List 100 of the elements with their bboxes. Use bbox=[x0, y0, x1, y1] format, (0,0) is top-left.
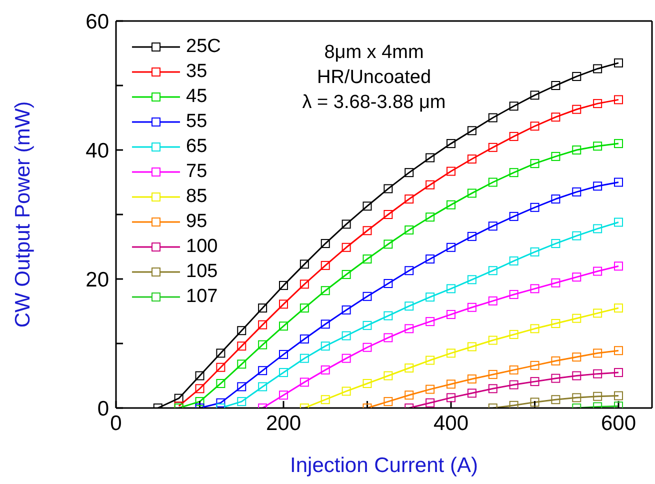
point bbox=[509, 212, 518, 221]
point bbox=[362, 342, 372, 352]
point bbox=[551, 374, 560, 383]
x-tick-label: 200 bbox=[266, 412, 302, 435]
point bbox=[362, 254, 372, 264]
point bbox=[362, 320, 372, 330]
point bbox=[342, 331, 351, 340]
point bbox=[467, 342, 476, 352]
point bbox=[279, 350, 288, 359]
y-tick-label: 60 bbox=[86, 10, 109, 34]
point bbox=[509, 168, 518, 178]
point bbox=[279, 322, 288, 331]
point bbox=[195, 371, 204, 380]
point bbox=[320, 395, 330, 404]
point bbox=[551, 395, 560, 404]
point bbox=[593, 224, 602, 234]
legend-label: 75 bbox=[186, 160, 208, 182]
point bbox=[488, 142, 498, 152]
legend-label: 95 bbox=[186, 210, 208, 232]
point bbox=[404, 390, 414, 400]
point bbox=[551, 319, 560, 328]
legend-label: 25C bbox=[186, 36, 221, 58]
point bbox=[488, 266, 498, 276]
point bbox=[593, 142, 602, 151]
point bbox=[342, 270, 351, 279]
point bbox=[488, 336, 498, 345]
point bbox=[593, 392, 602, 401]
point bbox=[300, 354, 309, 363]
y-tick-label: 0 bbox=[97, 397, 109, 420]
point bbox=[216, 348, 226, 358]
point bbox=[488, 113, 498, 122]
point bbox=[404, 266, 414, 276]
point bbox=[320, 286, 330, 296]
point bbox=[384, 371, 393, 380]
point bbox=[237, 382, 246, 392]
point bbox=[614, 391, 623, 400]
point bbox=[384, 210, 393, 219]
point bbox=[593, 369, 602, 378]
point bbox=[174, 394, 184, 403]
legend-label: 35 bbox=[186, 60, 208, 82]
point bbox=[509, 365, 518, 374]
point bbox=[384, 240, 393, 249]
point bbox=[279, 300, 288, 309]
point bbox=[551, 112, 560, 122]
point bbox=[509, 290, 518, 299]
point bbox=[509, 256, 518, 266]
point bbox=[426, 153, 435, 162]
point bbox=[572, 272, 582, 282]
point bbox=[426, 398, 435, 408]
point bbox=[300, 334, 309, 344]
point bbox=[467, 275, 476, 284]
point bbox=[446, 348, 456, 358]
point bbox=[551, 152, 560, 161]
point bbox=[258, 304, 268, 313]
point bbox=[530, 90, 540, 100]
point bbox=[530, 202, 540, 212]
point bbox=[593, 99, 602, 108]
point bbox=[593, 182, 602, 191]
y-tick-label: 20 bbox=[86, 268, 109, 292]
point bbox=[237, 326, 246, 336]
point bbox=[426, 317, 435, 326]
point bbox=[279, 280, 288, 290]
point bbox=[551, 194, 560, 204]
legend-label: 105 bbox=[186, 260, 218, 282]
point bbox=[530, 377, 540, 386]
point bbox=[300, 260, 309, 269]
point bbox=[320, 342, 330, 351]
legend-label: 65 bbox=[186, 136, 208, 158]
point bbox=[279, 368, 288, 378]
point bbox=[426, 356, 435, 365]
point bbox=[384, 397, 393, 406]
point bbox=[530, 247, 540, 256]
point bbox=[195, 384, 204, 394]
point bbox=[551, 356, 560, 366]
point bbox=[320, 365, 330, 374]
legend-label: 45 bbox=[186, 86, 208, 108]
point bbox=[426, 180, 435, 190]
point bbox=[593, 308, 602, 318]
point bbox=[530, 324, 540, 334]
point bbox=[509, 102, 518, 111]
point bbox=[530, 122, 540, 131]
x-axis-title: Injection Current (A) bbox=[290, 454, 478, 477]
point bbox=[551, 239, 560, 248]
point bbox=[237, 342, 246, 351]
point bbox=[362, 292, 372, 301]
point bbox=[614, 95, 623, 104]
annotation: 8μm x 4mm bbox=[323, 41, 425, 65]
point bbox=[593, 348, 602, 358]
point bbox=[258, 366, 268, 376]
point bbox=[300, 280, 309, 289]
legend-label: 55 bbox=[186, 110, 208, 132]
point bbox=[384, 311, 393, 320]
point bbox=[404, 302, 414, 311]
point bbox=[593, 266, 602, 276]
point bbox=[593, 64, 602, 74]
point bbox=[342, 386, 351, 396]
point bbox=[614, 346, 623, 356]
point bbox=[362, 226, 372, 236]
point bbox=[258, 320, 268, 330]
point bbox=[426, 384, 435, 394]
